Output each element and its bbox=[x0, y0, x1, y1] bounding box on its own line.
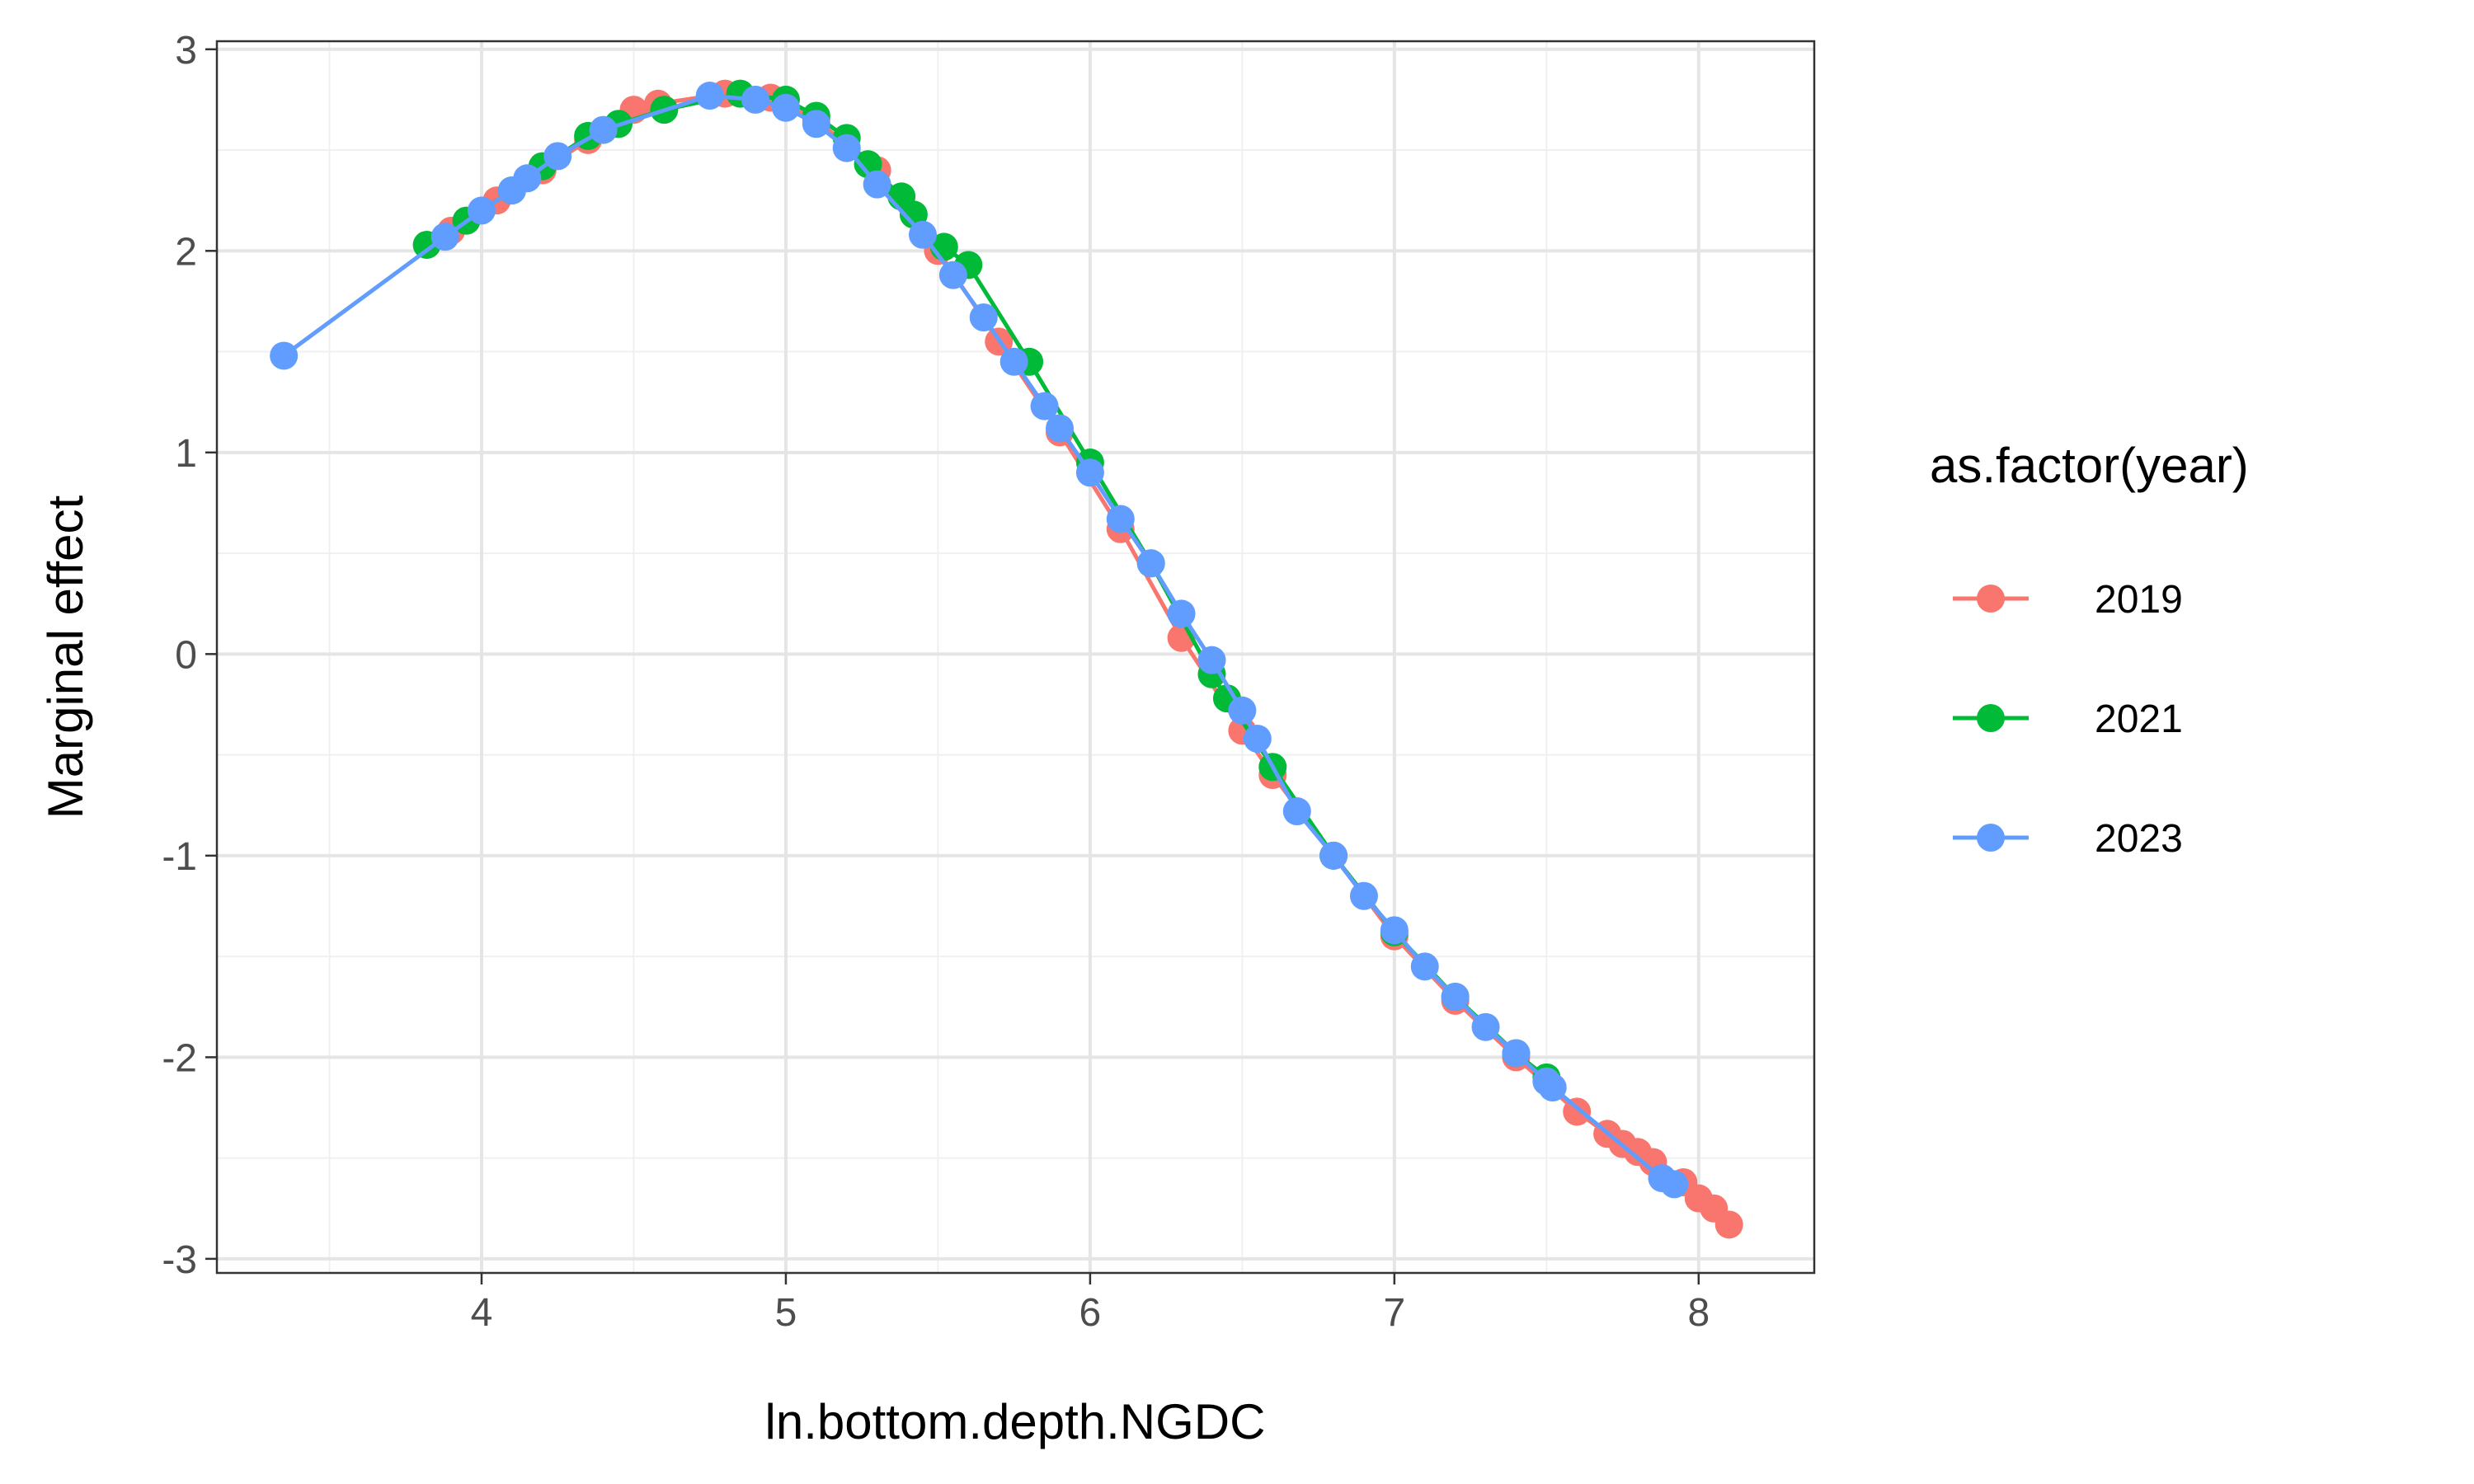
series-2023 bbox=[270, 82, 1689, 1199]
series-point-2023 bbox=[771, 93, 800, 122]
series-point-2023 bbox=[1075, 458, 1104, 487]
series-point-2023 bbox=[1045, 414, 1074, 443]
y-tick-label: 1 bbox=[175, 432, 197, 476]
series-point-2023 bbox=[969, 303, 998, 331]
series-point-2023 bbox=[513, 164, 542, 193]
series-point-2023 bbox=[1228, 696, 1257, 725]
series-point-2023 bbox=[1030, 392, 1059, 420]
series-point-2023 bbox=[908, 220, 937, 249]
y-tick-label: 0 bbox=[175, 633, 197, 677]
legend: as.factor(year) 2019 2021 2023 bbox=[1930, 438, 2249, 861]
legend-item-2021: 2021 bbox=[1953, 697, 2183, 741]
series-point-2023 bbox=[1349, 881, 1378, 910]
series-point-2023 bbox=[695, 82, 724, 110]
series-point-2023 bbox=[1282, 797, 1311, 826]
y-tick-label: 3 bbox=[175, 29, 197, 73]
series-point-2023 bbox=[589, 115, 618, 144]
legend-key-point bbox=[1977, 585, 2005, 613]
series-point-2023 bbox=[1471, 1012, 1500, 1041]
x-axis-title: ln.bottom.depth.NGDC bbox=[765, 1394, 1266, 1449]
series-point-2023 bbox=[1660, 1170, 1689, 1199]
y-tick-label: -1 bbox=[162, 835, 197, 879]
legend-key-point bbox=[1977, 704, 2005, 732]
series-point-2023 bbox=[1106, 505, 1135, 533]
series-point-2023 bbox=[741, 85, 770, 114]
x-tick-label: 5 bbox=[775, 1291, 797, 1335]
legend-label: 2021 bbox=[2095, 697, 2183, 741]
series-point-2023 bbox=[1441, 983, 1470, 1012]
x-tick-label: 4 bbox=[471, 1291, 493, 1335]
y-axis-title: Marginal effect bbox=[38, 495, 93, 819]
y-tick-label: -2 bbox=[162, 1036, 197, 1080]
x-tick-label: 8 bbox=[1687, 1291, 1710, 1335]
x-tick-label: 7 bbox=[1383, 1291, 1405, 1335]
legend-label: 2023 bbox=[2095, 817, 2183, 861]
legend-item-2023: 2023 bbox=[1953, 817, 2183, 861]
series-point-2023 bbox=[270, 341, 299, 370]
series-point-2023 bbox=[1380, 916, 1409, 945]
series-layer bbox=[270, 79, 1743, 1239]
y-axis: -3 -2 -1 0 1 2 3 bbox=[162, 29, 217, 1282]
series-point-2023 bbox=[938, 261, 967, 289]
series-point-2023 bbox=[1410, 952, 1439, 981]
y-tick-label: -3 bbox=[162, 1238, 197, 1282]
legend-label: 2019 bbox=[2095, 578, 2183, 622]
series-point-2023 bbox=[1136, 549, 1165, 578]
major-gridlines bbox=[217, 41, 1814, 1273]
y-tick-label: 2 bbox=[175, 230, 197, 274]
x-axis: 4 5 6 7 8 bbox=[471, 1273, 1710, 1335]
legend-item-2019: 2019 bbox=[1953, 578, 2183, 622]
series-point-2023 bbox=[1502, 1039, 1531, 1068]
series-point-2023 bbox=[467, 196, 496, 225]
series-point-2023 bbox=[430, 223, 459, 251]
series-point-2023 bbox=[1319, 841, 1348, 870]
series-point-2019 bbox=[1563, 1097, 1592, 1126]
series-point-2023 bbox=[863, 170, 891, 199]
series-point-2023 bbox=[1538, 1073, 1567, 1102]
series-point-2019 bbox=[1714, 1210, 1743, 1239]
series-point-2023 bbox=[802, 110, 830, 139]
legend-key-point bbox=[1977, 824, 2005, 852]
series-point-2023 bbox=[832, 134, 861, 162]
series-point-2023 bbox=[999, 347, 1028, 376]
series-point-2023 bbox=[543, 142, 572, 171]
panel-border bbox=[215, 40, 1816, 1275]
series-point-2023 bbox=[1197, 646, 1226, 674]
legend-title: as.factor(year) bbox=[1930, 438, 2249, 493]
series-point-2023 bbox=[1243, 725, 1272, 754]
x-tick-label: 6 bbox=[1079, 1291, 1102, 1335]
series-point-2023 bbox=[1167, 599, 1196, 628]
